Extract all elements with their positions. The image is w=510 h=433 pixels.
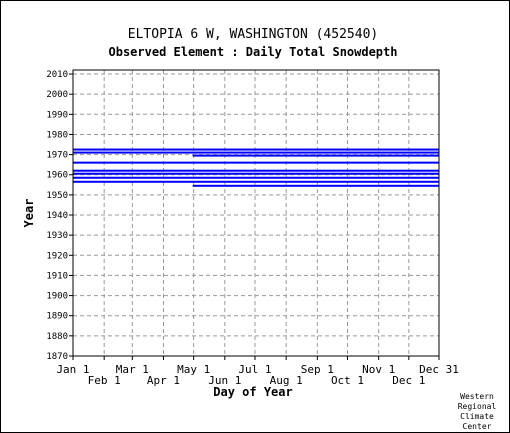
snowdepth-bar — [73, 172, 439, 175]
data-bars — [73, 148, 439, 187]
y-tick-label: 1950 — [46, 191, 68, 201]
credit-line-2: Regional — [458, 402, 497, 411]
credit-line-4: Center — [463, 422, 492, 431]
x-tick-label: Apr 1 — [147, 374, 180, 387]
gridlines — [73, 70, 439, 357]
snowdepth-bar — [192, 184, 439, 187]
plot-area — [72, 69, 440, 357]
y-tick-label: 1980 — [46, 130, 68, 140]
y-tick-label: 1880 — [46, 332, 68, 342]
x-tick-label: Oct 1 — [331, 374, 364, 387]
y-tick-label: 1910 — [46, 271, 68, 281]
chart-subtitle: Observed Element : Daily Total Snowdepth — [109, 45, 398, 59]
x-axis-ticks: Jan 1 Mar 1 May 1 Jul 1 Sep 1 Nov 1 Dec 31 Feb … — [56, 356, 459, 387]
y-tick-label: 1960 — [46, 171, 68, 181]
snowdepth-bar — [192, 154, 439, 157]
snowdepth-bar — [73, 151, 439, 154]
y-tick-label: 2000 — [46, 90, 68, 100]
x-axis-label: Day of Year — [213, 385, 292, 399]
y-tick-label: 1990 — [46, 110, 68, 120]
x-tick-label: Jan 1 — [56, 363, 89, 376]
y-tick-label: 1900 — [46, 292, 68, 302]
y-axis-ticks: 1870 1880 1890 1900 1910 1920 1930 1940 1950 1960… — [46, 70, 73, 362]
y-axis-label: Year — [22, 199, 36, 228]
credit-block: Western Regional Climate Center — [458, 392, 497, 431]
y-tick-label: 1890 — [46, 312, 68, 322]
y-tick-label: 1930 — [46, 231, 68, 241]
x-tick-label: Jun 1 — [208, 374, 241, 387]
credit-line-1: Western — [460, 392, 494, 401]
snowdepth-bar — [73, 180, 439, 183]
snowdepth-bar — [73, 161, 439, 164]
x-tick-label: Sep 1 — [301, 363, 334, 376]
x-tick-label: May 1 — [177, 363, 210, 376]
x-tick-label: Dec 31 — [419, 363, 459, 376]
y-tick-label: 2010 — [46, 70, 68, 80]
y-tick-label: 1970 — [46, 151, 68, 161]
y-tick-label: 1870 — [46, 352, 68, 362]
snowdepth-bar — [73, 148, 439, 151]
x-tick-label: Aug 1 — [270, 374, 303, 387]
x-tick-label: Jul 1 — [238, 363, 271, 376]
x-tick-label: Feb 1 — [88, 374, 121, 387]
snowdepth-bar — [73, 176, 439, 179]
x-tick-label: Dec 1 — [392, 374, 425, 387]
snowdepth-bar — [73, 169, 439, 172]
credit-line-3: Climate — [460, 412, 494, 421]
y-tick-label: 1940 — [46, 211, 68, 221]
chart-title: ELTOPIA 6 W, WASHINGTON (452540) — [128, 27, 378, 42]
x-tick-label: Nov 1 — [362, 363, 395, 376]
x-tick-label: Mar 1 — [116, 363, 149, 376]
y-tick-label: 1920 — [46, 251, 68, 261]
